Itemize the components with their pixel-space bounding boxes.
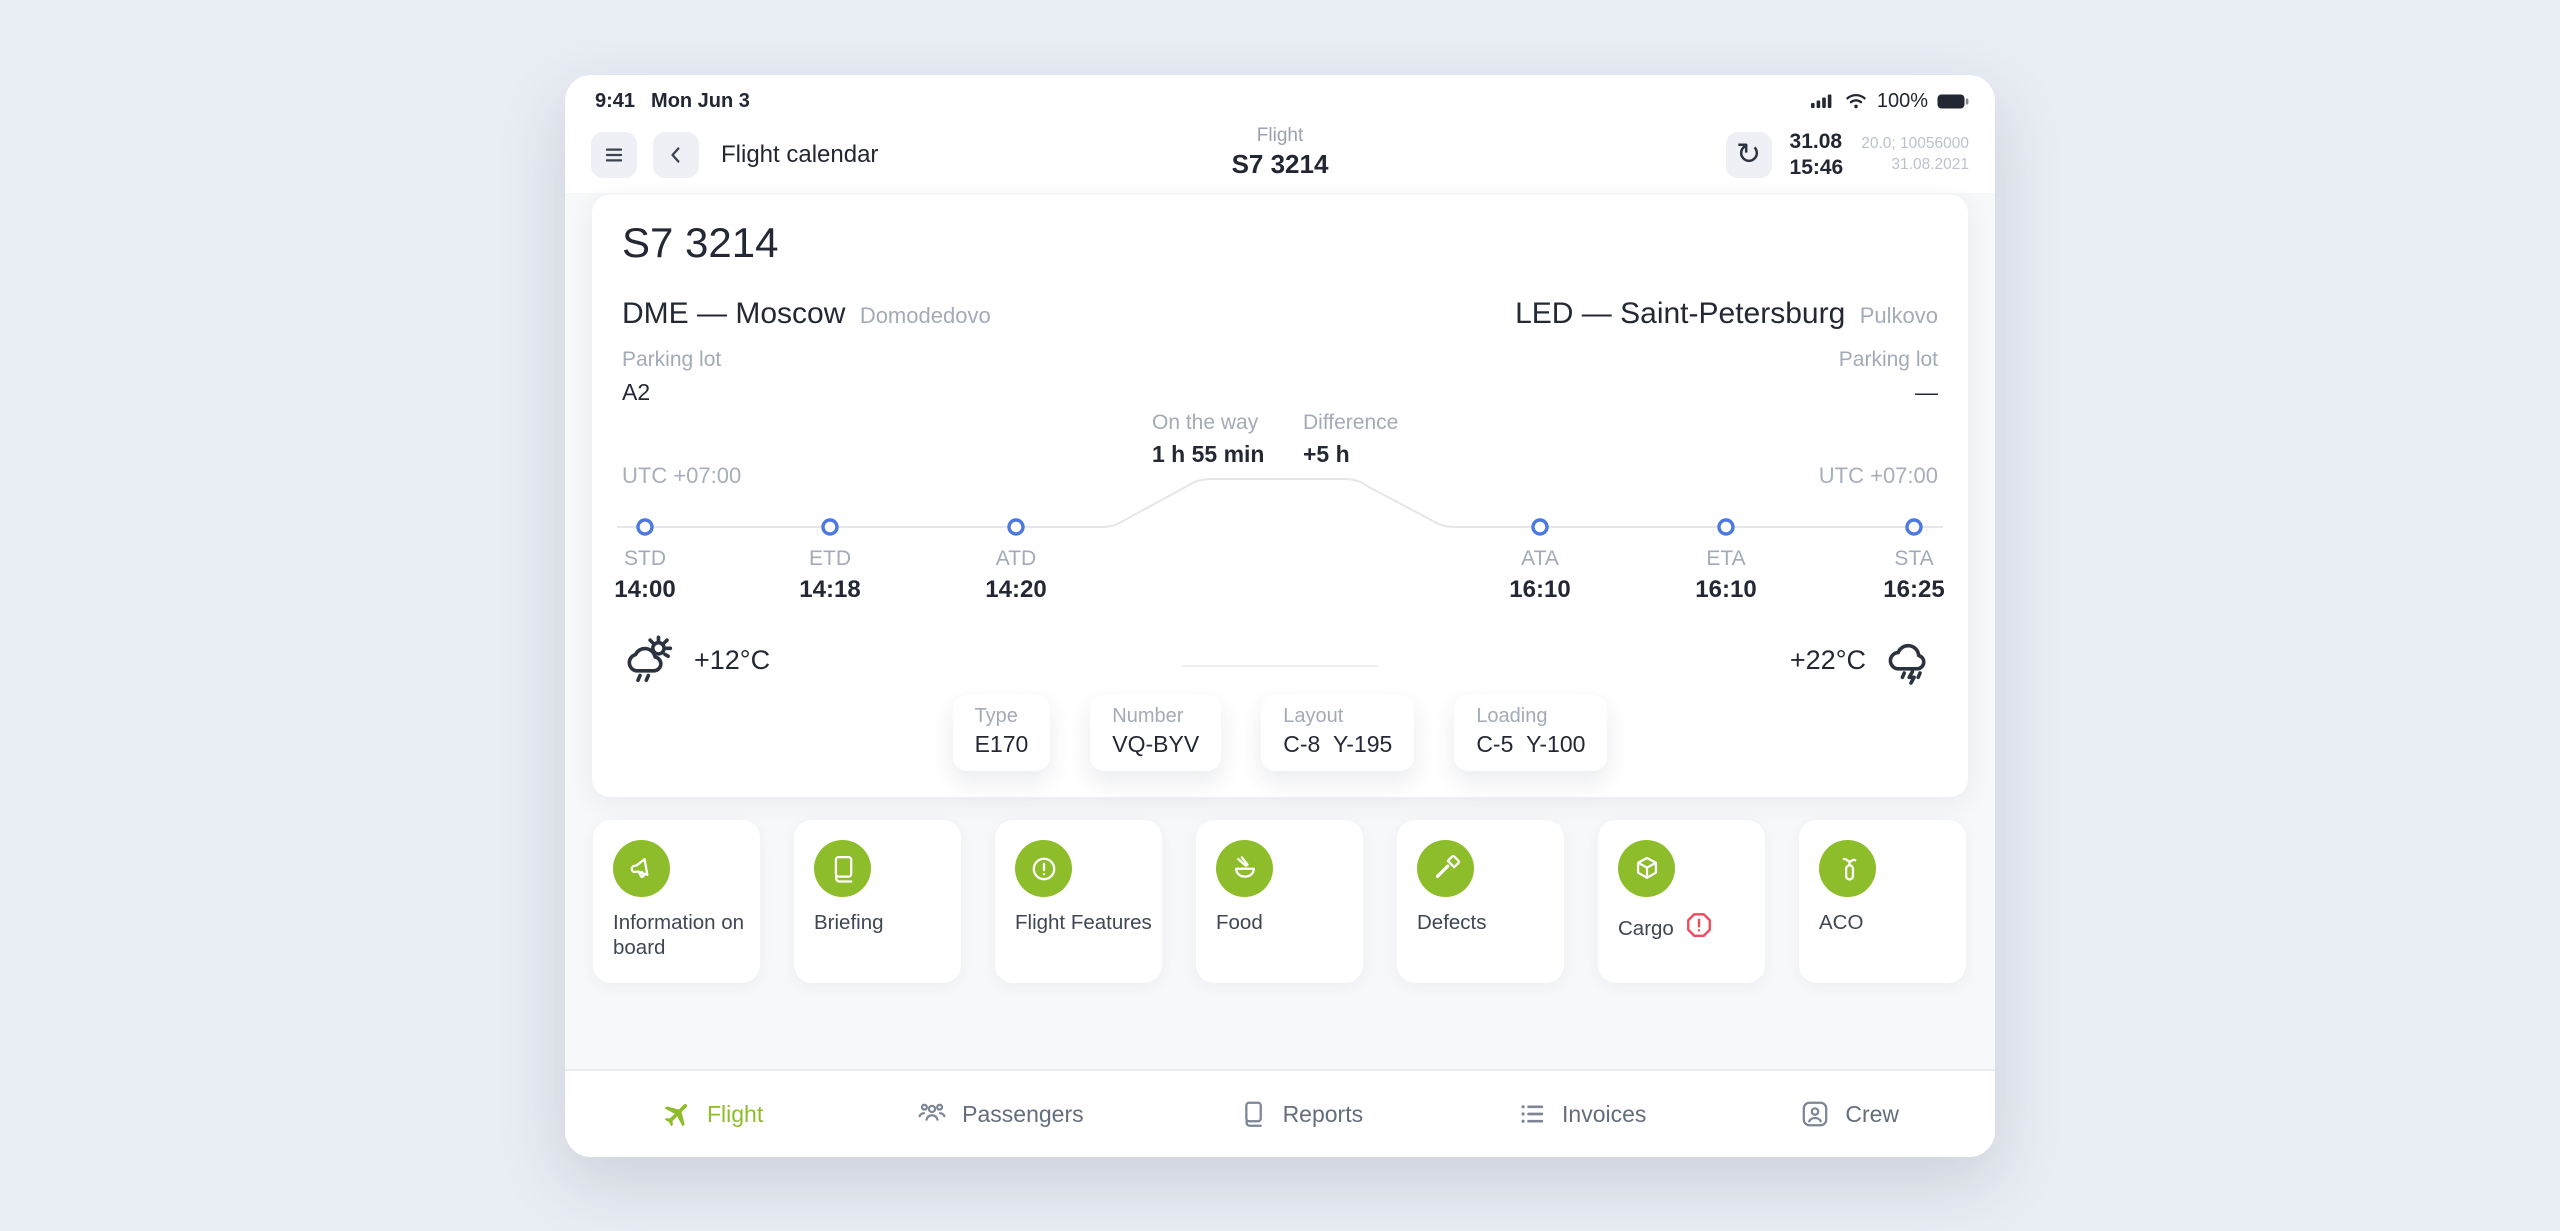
nav-item-crew[interactable]: Crew (1799, 1098, 1899, 1130)
defects-card[interactable]: Defects (1397, 820, 1564, 983)
hammer-icon (1417, 840, 1474, 897)
report-book-icon (1237, 1098, 1269, 1130)
food-bowl-icon (1216, 840, 1273, 897)
cellular-signal-icon (1810, 93, 1835, 109)
aircraft-chips: Type E170 Number VQ-BYV Layout C-8 Y-195… (592, 695, 1968, 771)
aircraft-type-chip: Type E170 (952, 695, 1051, 771)
parking-value: A2 (622, 379, 651, 405)
battery-percent: 100% (1876, 89, 1928, 112)
information-on-board-card[interactable]: Information on board (593, 820, 760, 983)
header-flight-summary: Flight S7 3214 (1232, 125, 1329, 180)
menu-button[interactable] (591, 132, 637, 178)
cargo-box-icon (1618, 840, 1675, 897)
meta-line2: 31.08.2021 (1891, 156, 1969, 173)
status-time: 9:41 (595, 89, 636, 112)
parking-label: Parking lot (1838, 348, 1938, 371)
flight-label: Flight (1256, 125, 1304, 146)
briefing-card[interactable]: Briefing (794, 820, 961, 983)
departure-utc: UTC +07:00 (622, 463, 742, 488)
meta-info: 20.0; 10056000 31.08.2021 (1861, 134, 1969, 176)
timeline-point-eta: ETA 16:10 (1695, 547, 1757, 603)
chevron-left-icon (663, 142, 689, 168)
parking-value: — (1915, 379, 1938, 405)
person-badge-icon (1799, 1098, 1831, 1130)
flight-card-title: S7 3214 (622, 219, 779, 266)
sync-time: 15:46 (1789, 156, 1844, 179)
on-the-way: On the way 1 h 55 min (1152, 411, 1265, 467)
departure-weather: +12°C (622, 633, 770, 687)
sync-info: 31.08 15:46 (1790, 129, 1844, 182)
timeline-point-atd: ATD 14:20 (985, 547, 1047, 603)
flight-features-card[interactable]: Flight Features (995, 820, 1162, 983)
timeline-point-std: STD 14:00 (614, 547, 676, 603)
flight-timeline (617, 478, 1943, 536)
refresh-icon: ↻ (1735, 137, 1762, 172)
nav-item-reports[interactable]: Reports (1237, 1098, 1363, 1130)
arrival-parking: Parking lot — (1839, 348, 1938, 406)
app-window: 9:41 Mon Jun 3 100% (565, 75, 1995, 1157)
time-difference: Difference +5 h (1303, 411, 1399, 467)
timeline-point-ata: ATA 16:10 (1509, 547, 1571, 603)
nav-item-passengers[interactable]: Passengers (916, 1098, 1084, 1130)
back-button[interactable] (653, 132, 699, 178)
arrival-route: LED — Saint-Petersburg Pulkovo (1515, 297, 1938, 331)
sync-date: 31.08 (1789, 129, 1843, 153)
megaphone-icon (613, 840, 670, 897)
feature-cards-row: Information on board Briefing Flight Fea… (593, 820, 1966, 983)
plane-icon (661, 1098, 693, 1130)
arrival-airport: Pulkovo (1859, 303, 1938, 328)
arrival-temperature: +22°C (1789, 644, 1866, 675)
meta-line1: 20.0; 10056000 (1861, 135, 1969, 153)
card-divider (1182, 665, 1378, 667)
flight-info-card: S7 3214 DME — Moscow Domodedovo LED — Sa… (592, 195, 1968, 797)
nav-item-invoices[interactable]: Invoices (1516, 1098, 1646, 1130)
alert-circle-icon (1015, 840, 1072, 897)
status-bar: 9:41 Mon Jun 3 100% (595, 87, 1969, 115)
page-title: Flight calendar (721, 141, 879, 168)
departure-airport: Domodedovo (859, 303, 991, 328)
book-icon (814, 840, 871, 897)
timeline-point-etd: ETD 14:18 (799, 547, 861, 603)
fire-extinguisher-icon (1819, 840, 1876, 897)
flight-number: S7 3214 (1231, 149, 1329, 179)
list-icon (1516, 1098, 1548, 1130)
aco-card[interactable]: ACO (1799, 820, 1966, 983)
wifi-icon (1844, 92, 1868, 110)
departure-city: DME — Moscow (622, 297, 846, 330)
people-icon (916, 1098, 948, 1130)
arrival-utc: UTC +07:00 (1818, 463, 1938, 488)
bottom-nav: Flight Passengers Reports (565, 1069, 1995, 1157)
cloud-lightning-rain-icon (1884, 633, 1938, 687)
aircraft-number-chip: Number VQ-BYV (1090, 695, 1222, 771)
cargo-card[interactable]: Cargo (1598, 820, 1765, 983)
timeline-point-sta: STA 16:25 (1883, 547, 1945, 603)
departure-route: DME — Moscow Domodedovo (622, 297, 991, 331)
departure-parking: Parking lot A2 (622, 348, 721, 406)
arrival-city: LED — Saint-Petersburg (1515, 297, 1846, 330)
parking-label: Parking lot (622, 348, 722, 371)
aircraft-loading-chip: Loading C-5 Y-100 (1454, 695, 1608, 771)
hamburger-icon (601, 142, 627, 168)
food-card[interactable]: Food (1196, 820, 1363, 983)
aircraft-layout-chip: Layout C-8 Y-195 (1261, 695, 1415, 771)
status-date: Mon Jun 3 (651, 89, 750, 112)
cloud-sun-rain-icon (622, 633, 676, 687)
arrival-weather: +22°C (1790, 633, 1938, 687)
battery-icon (1937, 94, 1969, 109)
app-header: Flight calendar Flight S7 3214 ↻ 31.08 1… (591, 123, 1969, 187)
refresh-button[interactable]: ↻ (1725, 132, 1772, 178)
nav-item-flight[interactable]: Flight (661, 1098, 763, 1130)
alert-octagon-icon (1684, 910, 1714, 946)
departure-temperature: +12°C (694, 644, 771, 675)
